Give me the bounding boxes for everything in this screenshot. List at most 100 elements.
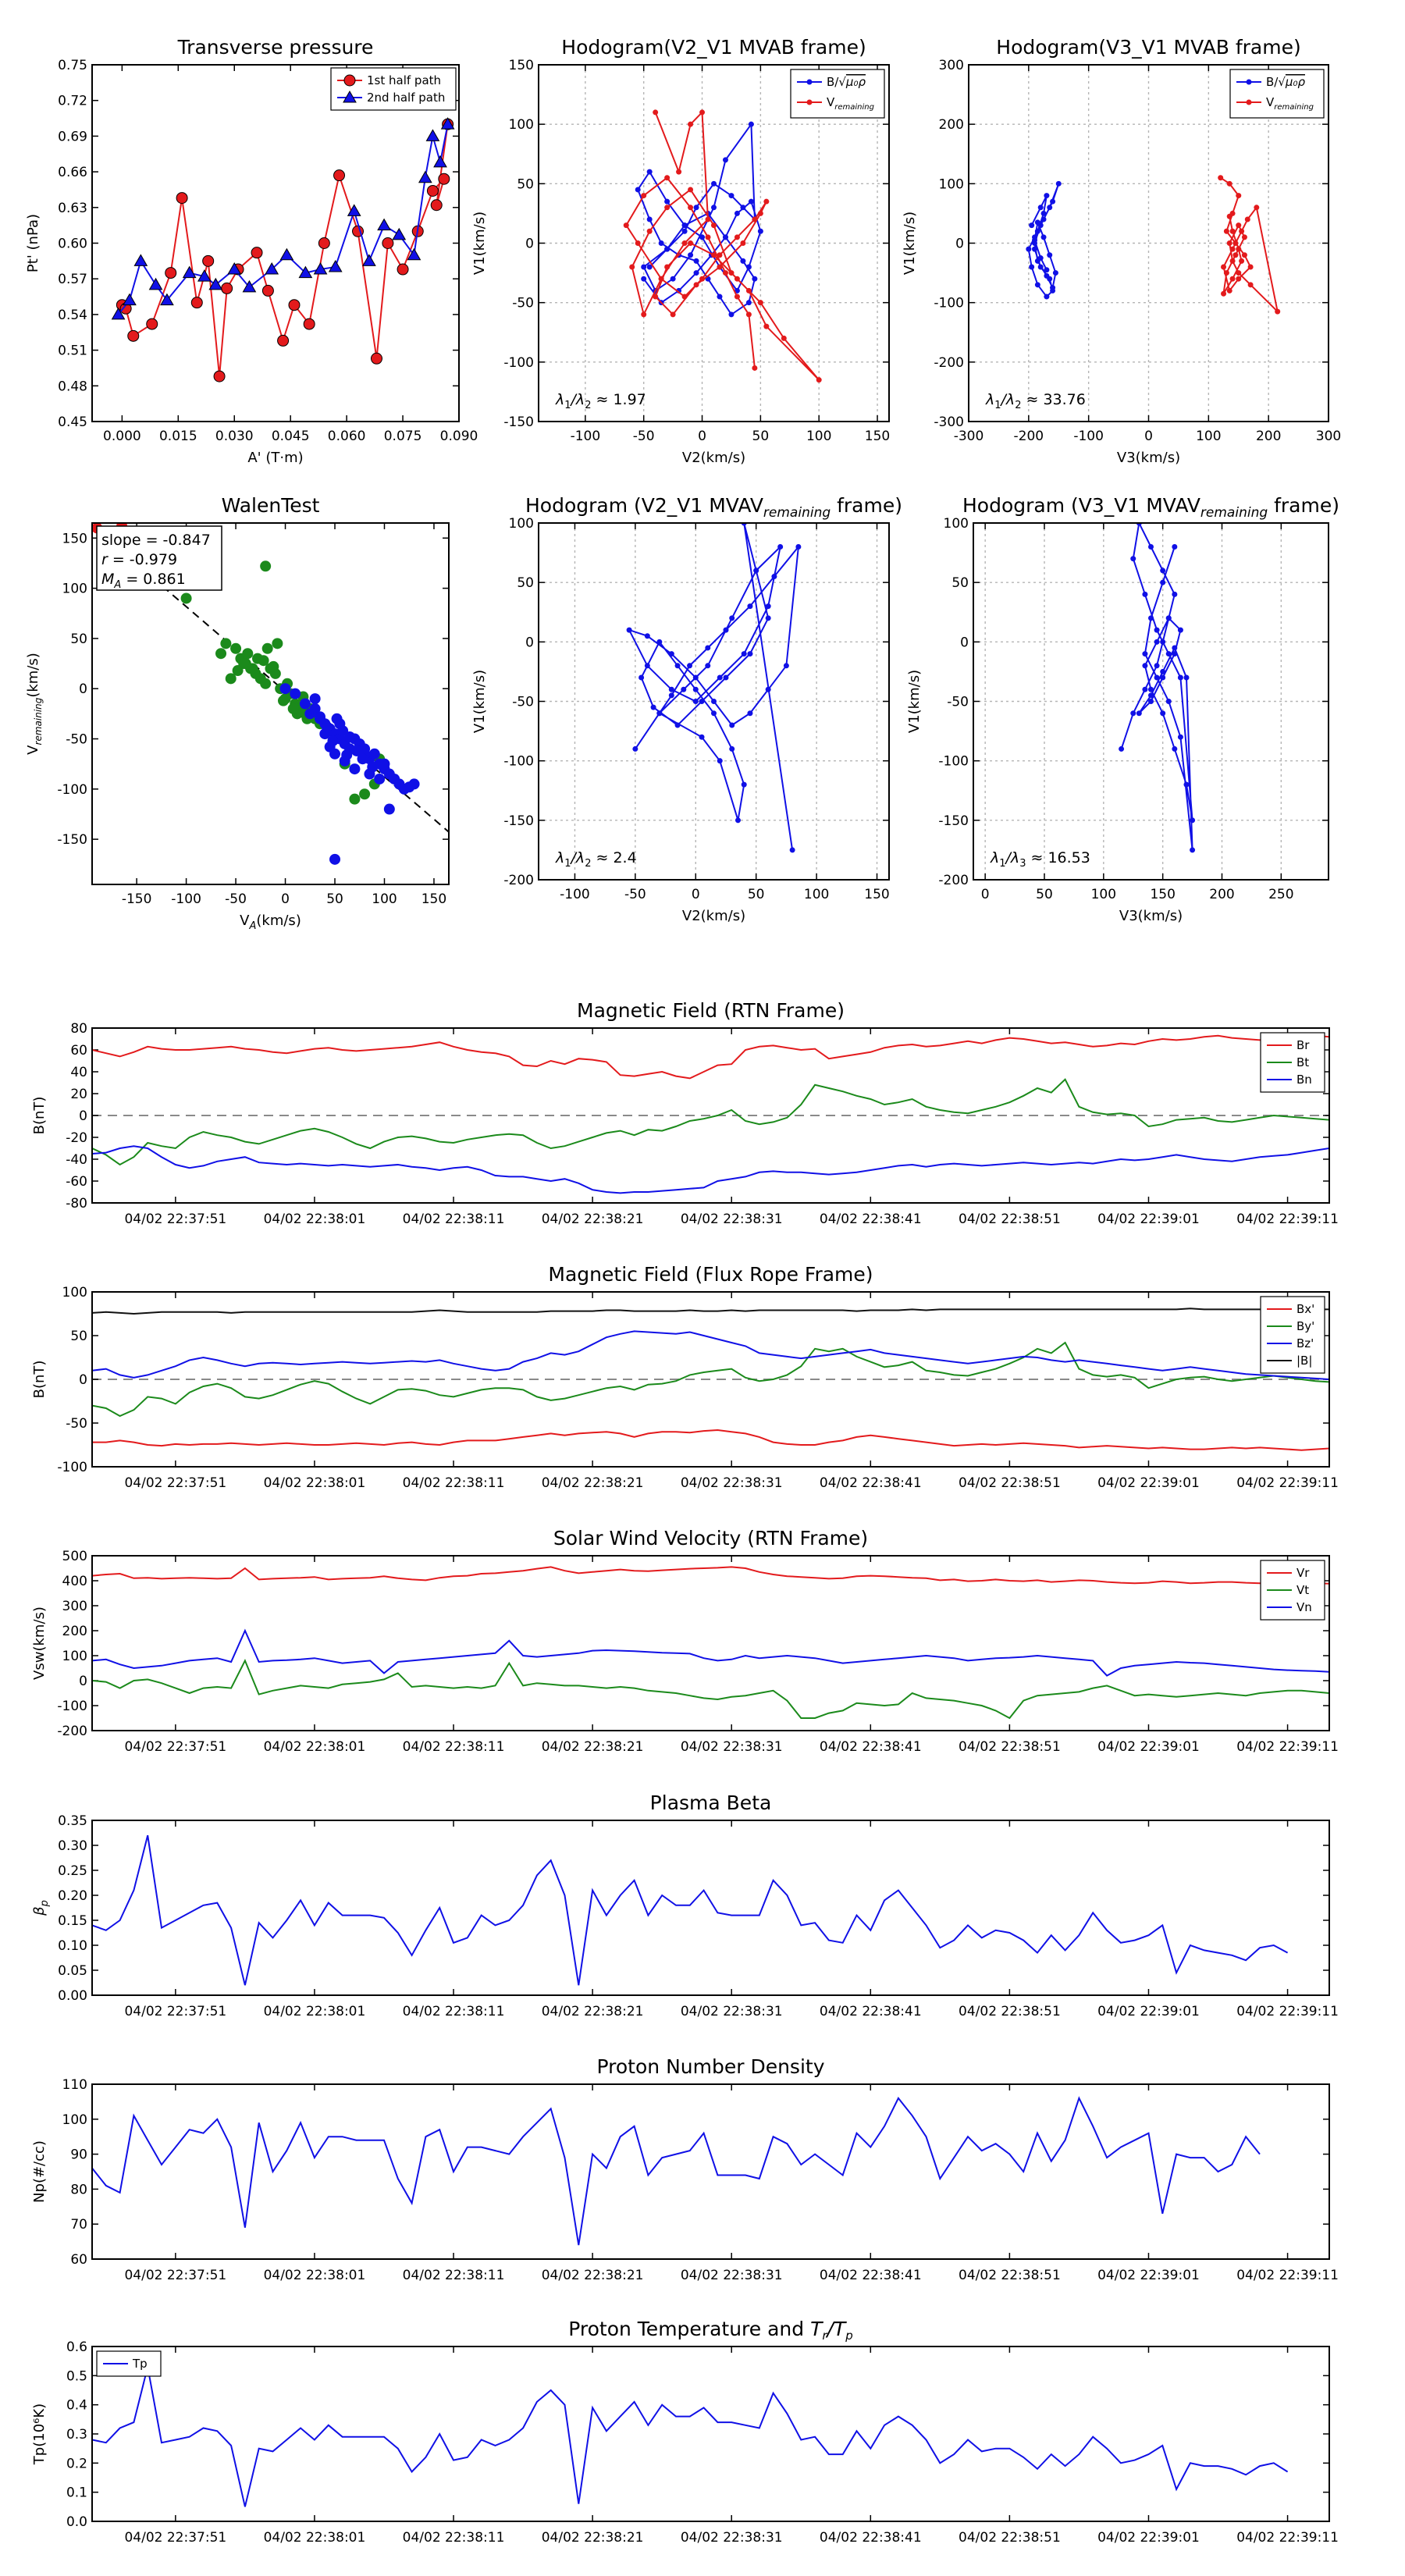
series-bx-line bbox=[92, 1429, 1329, 1451]
x-axis-label: V2(km/s) bbox=[682, 450, 745, 466]
annotation-part: /λ bbox=[1000, 391, 1016, 408]
data-point bbox=[1160, 668, 1166, 674]
y-tick-label: -150 bbox=[503, 813, 534, 829]
data-point bbox=[681, 222, 688, 229]
data-point bbox=[268, 660, 279, 672]
data-point bbox=[1236, 193, 1242, 199]
eigenvalue-ratio-annotation: λ1/λ2 ≈ 33.76 bbox=[985, 391, 1086, 411]
y-tick-label: -100 bbox=[503, 355, 534, 371]
data-point bbox=[1130, 556, 1136, 562]
y-axis-label: V1(km/s) bbox=[906, 670, 923, 733]
data-point bbox=[674, 722, 681, 728]
legend-label-part: μ₀ρ bbox=[1285, 75, 1306, 89]
x-tick-label: 0 bbox=[692, 887, 700, 902]
y-tick-label: 0.3 bbox=[66, 2427, 87, 2443]
x-tick-label: 04/02 22:38:11 bbox=[403, 2268, 505, 2283]
data-point bbox=[734, 234, 740, 240]
data-point bbox=[670, 276, 676, 282]
data-point bbox=[318, 237, 330, 249]
series-bz-line bbox=[92, 1330, 1329, 1380]
data-point bbox=[425, 129, 440, 141]
series-beta-line bbox=[92, 1834, 1289, 1986]
fit-stats-line: slope = -0.847 bbox=[101, 532, 211, 549]
annotation-part: λ bbox=[555, 849, 564, 866]
x-tick-label: 04/02 22:38:21 bbox=[542, 2004, 644, 2019]
data-point bbox=[333, 169, 346, 182]
annotation-sub: 3 bbox=[1019, 858, 1026, 870]
data-point bbox=[664, 205, 670, 211]
series-v-remaining-line bbox=[625, 110, 820, 381]
x-tick-label: 0.060 bbox=[328, 429, 366, 444]
data-point bbox=[1229, 276, 1236, 282]
y-tick-label: 500 bbox=[62, 1549, 87, 1564]
y-tick-label: -100 bbox=[57, 1699, 87, 1714]
legend-label-part: V bbox=[1266, 95, 1275, 109]
data-point bbox=[1241, 252, 1247, 258]
x-axis-label: V3(km/s) bbox=[1119, 908, 1183, 924]
legend-marker bbox=[806, 99, 813, 105]
chart-walen-test: WalenTest -150 -100 -50 0 50 100 150 -150 -100 -50… bbox=[25, 494, 450, 932]
data-point bbox=[641, 193, 647, 199]
y-tick-label: -50 bbox=[512, 695, 534, 710]
data-point bbox=[367, 761, 379, 773]
y-tick-label: 300 bbox=[939, 58, 964, 73]
y-tick-label: 60 bbox=[70, 1043, 87, 1059]
x-tick-label: 04/02 22:39:01 bbox=[1097, 1212, 1200, 1227]
x-tick-label: 04/02 22:38:41 bbox=[820, 2004, 922, 2019]
data-point bbox=[646, 169, 653, 175]
series-br-line bbox=[92, 1034, 1329, 1080]
data-point bbox=[242, 648, 254, 660]
chart-title: Hodogram (V3_V1 MVAVremaining frame) bbox=[962, 494, 1339, 521]
data-point bbox=[1050, 198, 1056, 205]
legend-label-part: B/√ bbox=[827, 75, 846, 89]
legend: Br Bt Bn bbox=[1260, 1032, 1325, 1093]
fit-stats-part: M bbox=[101, 571, 114, 588]
data-point bbox=[745, 311, 752, 318]
data-point bbox=[329, 748, 341, 760]
y-tick-label: 50 bbox=[70, 632, 87, 647]
y-tick-label: -200 bbox=[934, 355, 964, 371]
data-point bbox=[359, 788, 371, 800]
fit-stats-part: r bbox=[101, 551, 108, 568]
x-tick-label: 0 bbox=[281, 891, 290, 907]
data-point bbox=[1032, 246, 1038, 252]
plot-frame bbox=[973, 522, 1329, 881]
data-point bbox=[632, 745, 638, 752]
data-point bbox=[1037, 264, 1044, 270]
data-point bbox=[1055, 180, 1062, 187]
title-subscript: remaining bbox=[763, 505, 831, 521]
y-axis-label: B(nT) bbox=[31, 1097, 48, 1135]
data-point bbox=[723, 627, 729, 633]
data-point bbox=[278, 695, 290, 706]
x-tick-label: 04/02 22:38:31 bbox=[681, 1475, 783, 1491]
y-tick-label: -50 bbox=[66, 732, 87, 748]
data-point bbox=[197, 269, 212, 282]
data-point bbox=[313, 262, 328, 275]
data-point bbox=[1142, 686, 1148, 692]
x-tick-label: 150 bbox=[865, 429, 890, 444]
data-point bbox=[213, 370, 226, 382]
data-point bbox=[272, 638, 283, 649]
y-tick-label: -150 bbox=[938, 813, 969, 829]
legend: B/√μ₀ρ Vremaining bbox=[790, 69, 885, 119]
y-tick-label: -40 bbox=[66, 1152, 87, 1168]
x-tick-label: 150 bbox=[422, 891, 446, 907]
x-tick-label: 04/02 22:38:31 bbox=[681, 1739, 783, 1755]
data-point bbox=[1040, 210, 1047, 216]
data-point bbox=[705, 234, 711, 240]
data-point bbox=[1165, 615, 1172, 621]
data-point bbox=[1183, 781, 1190, 788]
x-tick-label: 0 bbox=[698, 429, 706, 444]
data-point bbox=[298, 265, 313, 279]
data-point bbox=[349, 763, 361, 775]
data-point bbox=[1040, 234, 1047, 240]
data-point bbox=[1177, 674, 1183, 681]
data-point bbox=[711, 252, 717, 258]
annotation-part: λ bbox=[990, 849, 999, 866]
data-point bbox=[440, 117, 455, 130]
data-point bbox=[176, 192, 188, 205]
annotation-part: /λ bbox=[570, 391, 585, 408]
chart-title: Magnetic Field (Flux Rope Frame) bbox=[548, 1263, 873, 1286]
data-point bbox=[1050, 285, 1056, 291]
data-point bbox=[646, 216, 653, 222]
